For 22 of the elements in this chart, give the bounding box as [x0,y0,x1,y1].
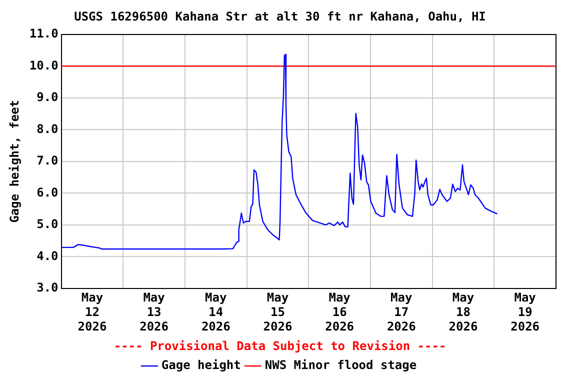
legend-label: Gage height [161,358,241,372]
y-tick-label: 10.0 [29,58,58,72]
y-axis-title: Gage height, feet [7,100,22,223]
y-tick-label: 3.0 [36,280,58,295]
y-tick-label: 7.0 [36,154,58,168]
x-tick-label: May 12 2026 [78,290,107,334]
y-tick-label: 11.0 [29,26,58,41]
x-tick-label: May 13 2026 [140,290,169,334]
y-tick-label: 6.0 [36,185,58,200]
x-tick-label: May 17 2026 [386,290,416,334]
x-tick-label: May 16 2026 [325,290,354,334]
x-tick-label: May 18 2026 [448,290,478,334]
text: ---- Provisional Data Subject to Revision ---- [114,338,446,353]
x-tick-label: May 14 2026 [201,290,230,334]
y-tick-label: 8.0 [36,122,58,136]
chart-title: USGS 16296500 Kahana Str at alt 30 ft nr Kahana, Oahu, HI [74,9,486,24]
x-tick-label: May 19 2026 [510,290,540,334]
y-tick-label: 4.0 [36,248,58,263]
y-tick-label: 9.0 [36,90,58,104]
legend-label: NWS Minor flood stage [264,358,417,372]
y-tick-label: 5.0 [36,217,58,232]
x-tick-label: May 15 2026 [263,290,292,334]
